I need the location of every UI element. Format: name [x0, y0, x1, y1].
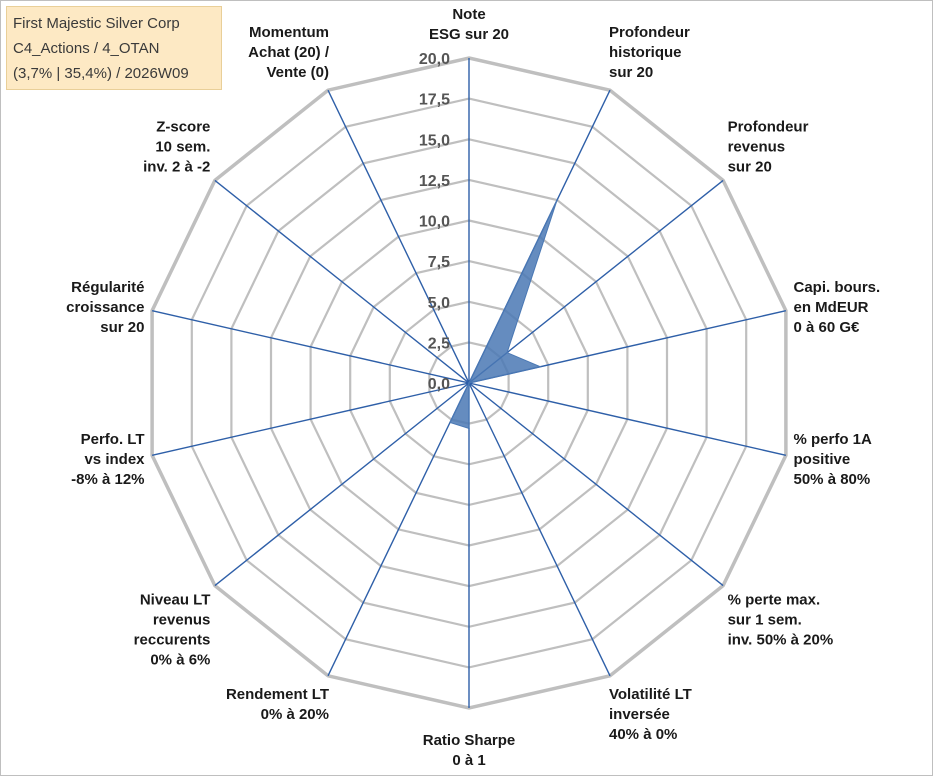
axis-label-12: Z-score 10 sem. inv. 2 à -2 [143, 118, 210, 175]
spoke-8 [327, 382, 470, 677]
tick-label-4: 10,0 [419, 214, 450, 231]
axis-label-line: Capi. bours. [794, 279, 881, 296]
axis-label-line: sur 20 [100, 319, 144, 336]
axis-label-line: inv. 2 à -2 [143, 158, 210, 175]
axis-label-4: % perfo 1A positive 50% à 80% [794, 431, 873, 488]
axis-label-line: positive [794, 451, 851, 468]
tick-label-8: 20,0 [419, 51, 450, 68]
axis-label-line: Ratio Sharpe [423, 732, 516, 749]
axis-label-line: sur 1 sem. [728, 612, 802, 629]
data-point-8 [449, 421, 451, 424]
axis-label-line: historique [609, 44, 682, 61]
tick-label-1: 2,5 [428, 335, 450, 352]
axis-label-line: Momentum [249, 24, 329, 41]
data-point-2 [506, 351, 508, 354]
spoke-4 [468, 382, 787, 456]
axis-label-line: 0 à 1 [452, 752, 485, 769]
data-point-7 [468, 427, 470, 430]
spoke-11 [151, 310, 470, 384]
series-area [449, 199, 558, 430]
tick-label-6: 15,0 [419, 132, 450, 149]
axis-label-line: revenus [728, 138, 786, 155]
axis-label-line: Vente (0) [266, 64, 329, 81]
axis-label-line: % perfo 1A [794, 431, 873, 448]
axis-label-3: Capi. bours. en MdEUR 0 à 60 G€ [794, 279, 881, 336]
axis-label-5: % perte max. sur 1 sem. inv. 50% à 20% [728, 592, 834, 649]
axis-label-11: Régularité croissance sur 20 [66, 279, 144, 336]
spoke-6 [468, 382, 611, 677]
axis-label-line: 0 à 60 G€ [794, 319, 861, 336]
axis-label-0: Note ESG sur 20 [429, 6, 509, 43]
axis-label-8: Rendement LT 0% à 20% [226, 686, 329, 723]
spoke-2 [468, 179, 724, 384]
tick-label-0: 0,0 [428, 376, 450, 393]
axis-label-line: -8% à 12% [71, 471, 144, 488]
axis-label-line: Achat (20) / [248, 44, 330, 61]
axis-label-line: ESG sur 20 [429, 26, 509, 43]
axis-label-line: vs index [84, 451, 145, 468]
axis-label-line: % perte max. [728, 592, 821, 609]
radar-tick-labels: 0,0 2,5 5,0 7,5 10,0 12,5 15,0 17,5 20,0 [419, 51, 450, 393]
axis-label-line: sur 20 [728, 158, 772, 175]
data-point-3 [539, 365, 542, 368]
info-box: First Majestic Silver Corp C4_Actions / … [6, 6, 222, 90]
axis-label-line: 50% à 80% [794, 471, 871, 488]
axis-label-line: Z-score [156, 118, 210, 135]
axis-label-line: inversée [609, 706, 670, 723]
spoke-9 [214, 382, 470, 587]
info-company-name: First Majestic Silver Corp [13, 15, 180, 32]
axis-label-line: inv. 50% à 20% [728, 632, 834, 649]
axis-label-line: Rendement LT [226, 686, 329, 703]
axis-label-line: Profondeur [609, 24, 690, 41]
axis-label-line: 0% à 20% [261, 706, 329, 723]
data-point-13 [468, 382, 470, 384]
axis-label-line: 10 sem. [155, 138, 210, 155]
axis-label-10: Perfo. LT vs index -8% à 12% [71, 431, 145, 488]
axis-label-line: 0% à 6% [150, 652, 210, 669]
axis-label-line: Profondeur [728, 118, 809, 135]
axis-label-line: Régularité [71, 279, 144, 296]
axis-label-line: en MdEUR [794, 299, 869, 316]
data-point-1 [556, 199, 558, 201]
spoke-12 [214, 179, 470, 384]
radar-axis-labels: Note ESG sur 20 Profondeur historique sur 20… [66, 6, 880, 769]
axis-label-9: Niveau LT revenus reccurents 0% à 6% [134, 592, 211, 669]
axis-label-7: Ratio Sharpe 0 à 1 [423, 732, 516, 769]
axis-label-line: Volatilité LT [609, 686, 692, 703]
axis-label-line: revenus [153, 612, 211, 629]
radar-series [449, 199, 558, 430]
axis-label-line: sur 20 [609, 64, 653, 81]
axis-label-line: Niveau LT [140, 592, 211, 609]
spoke-10 [151, 382, 470, 456]
axis-label-line: reccurents [134, 632, 211, 649]
info-category: C4_Actions / 4_OTAN [13, 40, 160, 57]
axis-label-1: Profondeur historique sur 20 [609, 24, 690, 81]
axis-label-line: croissance [66, 299, 144, 316]
spoke-13 [327, 89, 470, 384]
axis-label-2: Profondeur revenus sur 20 [728, 118, 809, 175]
axis-label-6: Volatilité LT inversée 40% à 0% [609, 686, 692, 743]
axis-label-13: Momentum Achat (20) / Vente (0) [248, 24, 330, 81]
tick-label-5: 12,5 [419, 173, 450, 190]
tick-label-3: 7,5 [428, 254, 450, 271]
axis-label-line: Note [452, 6, 485, 23]
spoke-5 [468, 382, 724, 587]
tick-label-2: 5,0 [428, 295, 450, 312]
axis-label-line: 40% à 0% [609, 726, 677, 743]
axis-label-line: Perfo. LT [81, 431, 145, 448]
tick-label-7: 17,5 [419, 92, 450, 109]
info-stats-week: (3,7% | 35,4%) / 2026W09 [13, 65, 189, 82]
